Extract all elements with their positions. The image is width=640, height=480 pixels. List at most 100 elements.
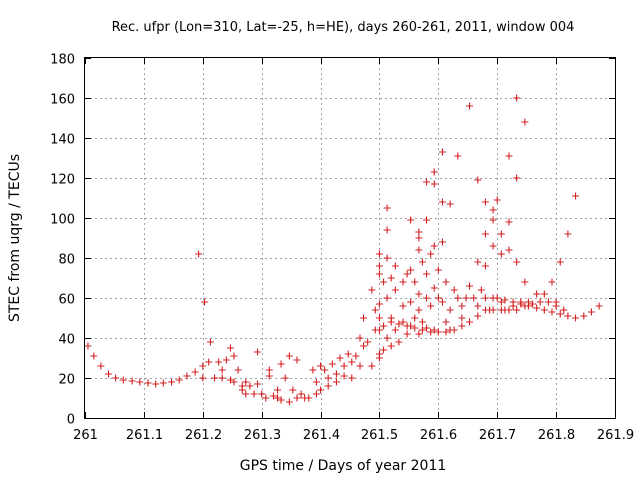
data-point [458, 322, 466, 330]
data-point [564, 230, 572, 238]
data-point [497, 250, 505, 258]
data-point [497, 306, 505, 314]
data-point [383, 204, 391, 212]
data-point [572, 192, 580, 200]
data-point [277, 396, 285, 404]
data-point [230, 378, 238, 386]
data-point [332, 378, 340, 386]
data-point [556, 310, 564, 318]
data-point [418, 326, 426, 334]
data-point [477, 286, 485, 294]
data-point [274, 394, 282, 402]
data-point [470, 294, 478, 302]
data-point [105, 370, 113, 378]
data-point [540, 290, 548, 298]
data-point [442, 318, 450, 326]
data-point [205, 358, 213, 366]
data-point [159, 379, 167, 387]
data-point [234, 366, 242, 374]
data-point [548, 308, 556, 316]
grid-layer [85, 58, 615, 418]
data-point [356, 334, 364, 342]
data-point [423, 178, 431, 186]
data-point [399, 302, 407, 310]
data-point [595, 302, 603, 310]
data-point [438, 298, 446, 306]
data-point [493, 196, 501, 204]
data-point [521, 278, 529, 286]
data-point [474, 176, 482, 184]
y-axis-label: STEC from uqrg / TECUs [7, 154, 23, 322]
x-tick-label: 261.8 [538, 428, 575, 443]
data-point [226, 344, 234, 352]
data-point [199, 362, 207, 370]
y-tick-label: 140 [50, 133, 75, 148]
data-point [360, 342, 368, 350]
data-point [580, 312, 588, 320]
data-point [309, 366, 317, 374]
data-point [454, 294, 462, 302]
data-point [332, 370, 340, 378]
data-point [348, 374, 356, 382]
data-point [97, 362, 105, 370]
y-tick-label: 160 [50, 93, 75, 108]
data-point [442, 328, 450, 336]
data-point [375, 250, 383, 258]
data-point [238, 386, 246, 394]
data-point [119, 376, 127, 384]
data-point [371, 306, 379, 314]
data-point [505, 152, 513, 160]
data-point [513, 258, 521, 266]
data-point [321, 366, 329, 374]
data-point [324, 374, 332, 382]
data-point [364, 338, 372, 346]
data-point [230, 352, 238, 360]
data-point [201, 298, 209, 306]
data-point [84, 342, 92, 350]
data-point [144, 379, 152, 387]
chart-title: Rec. ufpr (Lon=310, Lat=-25, h=HE), days… [112, 20, 575, 35]
data-point [533, 304, 541, 312]
data-point [407, 298, 415, 306]
data-point [497, 230, 505, 238]
data-point [375, 270, 383, 278]
data-point [265, 366, 273, 374]
data-point [434, 328, 442, 336]
data-point [340, 362, 348, 370]
data-point [450, 286, 458, 294]
data-point [474, 312, 482, 320]
x-tick-label: 261.2 [185, 428, 222, 443]
data-point [258, 390, 266, 398]
data-point [380, 278, 388, 286]
data-point [521, 118, 529, 126]
data-point [442, 278, 450, 286]
data-point [269, 392, 277, 400]
data-point [274, 386, 282, 394]
data-points [84, 94, 603, 406]
data-point [415, 228, 423, 236]
data-point [391, 286, 399, 294]
data-point [407, 216, 415, 224]
data-point [415, 246, 423, 254]
data-point [427, 328, 435, 336]
data-point [242, 378, 250, 386]
data-point [454, 152, 462, 160]
data-point [285, 398, 293, 406]
data-point [462, 294, 470, 302]
y-tick-label: 80 [58, 253, 75, 268]
data-point [415, 290, 423, 298]
data-point [368, 362, 376, 370]
data-point [544, 298, 552, 306]
data-point [415, 306, 423, 314]
data-point [317, 362, 325, 370]
data-point [407, 266, 415, 274]
data-point [458, 314, 466, 322]
data-point [438, 148, 446, 156]
x-tick-label: 261 [73, 428, 98, 443]
data-point [380, 346, 388, 354]
data-point [368, 286, 376, 294]
data-point [375, 314, 383, 322]
data-point [348, 358, 356, 366]
data-point [489, 206, 497, 214]
data-point [415, 234, 423, 242]
